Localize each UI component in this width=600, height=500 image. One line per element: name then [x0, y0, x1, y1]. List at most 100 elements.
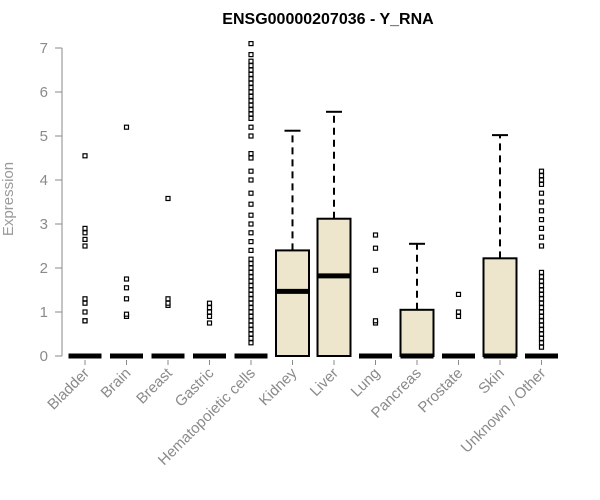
box-prostate — [442, 291, 475, 359]
outlier-point — [248, 111, 254, 117]
outlier-point — [248, 89, 254, 95]
outlier-point — [165, 195, 171, 202]
outlier-point — [82, 230, 88, 236]
outlier-point — [123, 124, 130, 130]
x-tick-label: Bladder — [44, 365, 93, 414]
box-brain — [110, 124, 143, 359]
outlier-point — [538, 177, 545, 183]
y-tick-label: 7 — [40, 40, 48, 57]
x-tick-label: Skin — [475, 365, 508, 398]
x-tick-label: Liver — [307, 365, 342, 400]
outlier-point — [248, 287, 254, 293]
outlier-point — [248, 261, 254, 267]
outlier-point — [248, 58, 254, 64]
plot-area — [68, 40, 558, 359]
outlier-point — [538, 173, 545, 179]
outlier-point — [248, 212, 254, 218]
outlier-point — [538, 300, 545, 306]
outlier-point — [248, 274, 254, 280]
outlier-point — [538, 340, 545, 346]
outlier-point — [248, 230, 254, 236]
outlier-point — [248, 327, 254, 333]
outlier-point — [538, 278, 545, 284]
outlier-point — [248, 269, 254, 275]
outlier-point — [248, 305, 254, 311]
outlier-point — [82, 225, 88, 231]
outlier-point — [538, 296, 545, 302]
outlier-point — [248, 84, 254, 91]
chart-title: ENSG00000207036 - Y_RNA — [222, 11, 434, 28]
outlier-point — [538, 234, 545, 240]
box-body — [399, 308, 435, 357]
x-tick-label: Breast — [133, 364, 176, 407]
y-tick-label: 1 — [40, 304, 48, 321]
outlier-point — [248, 265, 254, 271]
outlier-point — [455, 313, 462, 319]
outlier-point — [248, 51, 254, 58]
y-tick-label: 5 — [40, 128, 48, 145]
outlier-point — [538, 283, 545, 289]
outlier-point — [538, 291, 545, 297]
outlier-point — [248, 313, 254, 319]
outlier-point — [248, 133, 254, 139]
outlier-point — [372, 267, 379, 273]
outlier-point — [248, 278, 254, 284]
outlier-point — [538, 313, 545, 319]
outlier-point — [165, 300, 171, 306]
outlier-point — [248, 331, 254, 337]
outlier-point — [455, 291, 462, 297]
outlier-point — [248, 102, 254, 108]
outlier-point — [538, 208, 545, 214]
outlier-point — [248, 168, 254, 174]
outlier-point — [248, 322, 254, 328]
outlier-point — [82, 300, 88, 306]
y-tick-label: 4 — [40, 172, 48, 189]
outlier-point — [538, 335, 545, 341]
x-tick-label: Brain — [98, 365, 135, 402]
outlier-point — [248, 309, 254, 315]
y-tick-label: 6 — [40, 84, 48, 101]
outlier-point — [206, 300, 213, 306]
box-hematopoietic-cells — [234, 40, 268, 359]
outlier-point — [82, 153, 88, 159]
box-skin — [482, 134, 518, 359]
outlier-point — [123, 311, 130, 317]
box-gastric — [193, 300, 226, 359]
outlier-point — [123, 285, 130, 291]
box-body — [482, 257, 518, 358]
outlier-point — [248, 71, 254, 78]
box-body — [275, 249, 310, 357]
y-tick-label: 0 — [40, 348, 48, 365]
outlier-point — [206, 305, 213, 311]
outlier-point — [248, 201, 254, 207]
y-tick-label: 2 — [40, 260, 48, 277]
outlier-point — [248, 340, 254, 346]
outlier-point — [538, 269, 545, 275]
outlier-point — [248, 190, 254, 196]
outlier-point — [538, 217, 545, 223]
outlier-point — [248, 296, 254, 302]
outlier-point — [248, 291, 254, 297]
box-unknown-other — [525, 168, 558, 359]
outlier-point — [248, 177, 254, 183]
outlier-point — [248, 239, 254, 245]
outlier-point — [538, 305, 545, 311]
outlier-point — [248, 318, 254, 324]
outlier-point — [248, 93, 254, 100]
outlier-point — [538, 225, 545, 231]
outlier-point — [82, 318, 88, 324]
box-pancreas — [399, 242, 435, 359]
outlier-point — [538, 327, 545, 333]
outlier-point — [248, 155, 254, 161]
outlier-point — [248, 151, 254, 157]
outlier-point — [123, 276, 130, 282]
outlier-point — [372, 318, 379, 324]
outlier-point — [123, 296, 130, 302]
outlier-point — [538, 331, 545, 337]
outlier-point — [538, 199, 545, 205]
outlier-point — [248, 40, 254, 47]
box-bladder — [68, 153, 102, 359]
y-axis-label: Expression — [0, 162, 17, 236]
outlier-point — [206, 313, 213, 319]
outlier-point — [248, 300, 254, 306]
